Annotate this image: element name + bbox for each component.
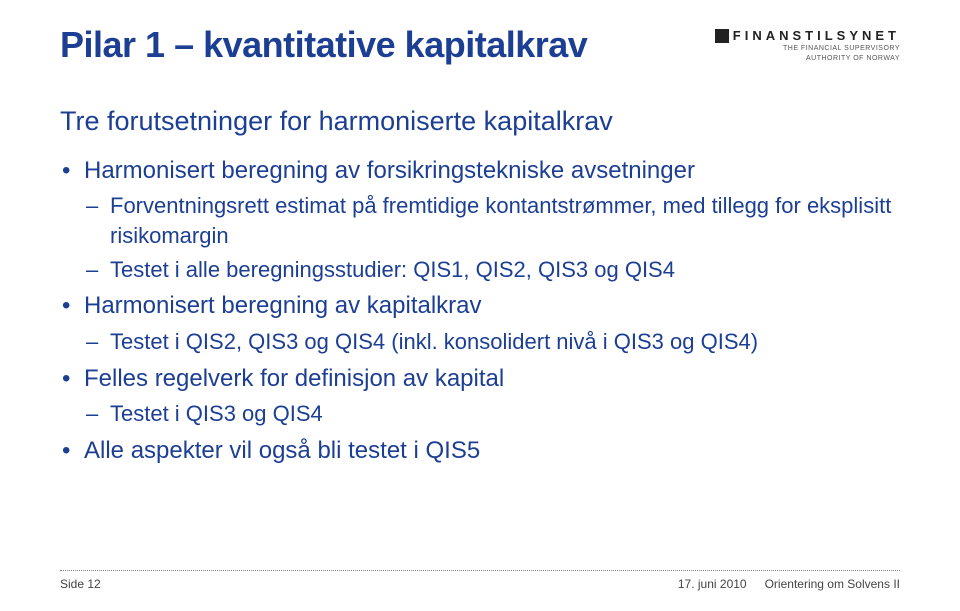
- sub-bullet-item: Forventningsrett estimat på fremtidige k…: [84, 191, 900, 250]
- logo-main: FINANSTILSYNET: [715, 28, 900, 43]
- footer-right: 17. juni 2010 Orientering om Solvens II: [678, 577, 900, 591]
- bullet-item: Harmonisert beregning av kapitalkrav Tes…: [60, 290, 900, 356]
- footer-row: Side 12 17. juni 2010 Orientering om Sol…: [60, 577, 900, 591]
- bullet-text: Harmonisert beregning av kapitalkrav: [84, 292, 482, 319]
- sub-bullet-list: Testet i QIS2, QIS3 og QIS4 (inkl. konso…: [84, 327, 900, 357]
- header-row: Pilar 1 – kvantitative kapitalkrav FINAN…: [60, 24, 900, 66]
- footer-context: Orientering om Solvens II: [765, 577, 900, 591]
- bullet-text: Felles regelverk for definisjon av kapit…: [84, 365, 504, 392]
- bullet-text: Harmonisert beregning av forsikringstekn…: [84, 157, 695, 184]
- subtitle: Tre forutsetninger for harmoniserte kapi…: [60, 106, 900, 137]
- slide: Pilar 1 – kvantitative kapitalkrav FINAN…: [0, 0, 960, 611]
- footer: Side 12 17. juni 2010 Orientering om Sol…: [0, 570, 960, 591]
- footer-page: Side 12: [60, 577, 101, 591]
- logo-main-text: FINANSTILSYNET: [733, 28, 900, 43]
- logo-mark-icon: [715, 29, 729, 43]
- footer-date: 17. juni 2010: [678, 577, 747, 591]
- page-title: Pilar 1 – kvantitative kapitalkrav: [60, 24, 587, 66]
- sub-bullet-list: Testet i QIS3 og QIS4: [84, 399, 900, 429]
- bullet-list: Harmonisert beregning av forsikringstekn…: [60, 155, 900, 467]
- sub-bullet-item: Testet i alle beregningsstudier: QIS1, Q…: [84, 255, 900, 285]
- bullet-text: Alle aspekter vil også bli testet i QIS5: [84, 437, 480, 464]
- footer-divider: [60, 570, 900, 571]
- sub-bullet-list: Forventningsrett estimat på fremtidige k…: [84, 191, 900, 284]
- sub-bullet-item: Testet i QIS3 og QIS4: [84, 399, 900, 429]
- bullet-item: Felles regelverk for definisjon av kapit…: [60, 363, 900, 429]
- logo-sub2: AUTHORITY OF NORWAY: [715, 55, 900, 63]
- sub-bullet-item: Testet i QIS2, QIS3 og QIS4 (inkl. konso…: [84, 327, 900, 357]
- bullet-item: Harmonisert beregning av forsikringstekn…: [60, 155, 900, 284]
- logo: FINANSTILSYNET THE FINANCIAL SUPERVISORY…: [715, 28, 900, 64]
- logo-sub1: THE FINANCIAL SUPERVISORY: [715, 45, 900, 53]
- bullet-item: Alle aspekter vil også bli testet i QIS5: [60, 435, 900, 467]
